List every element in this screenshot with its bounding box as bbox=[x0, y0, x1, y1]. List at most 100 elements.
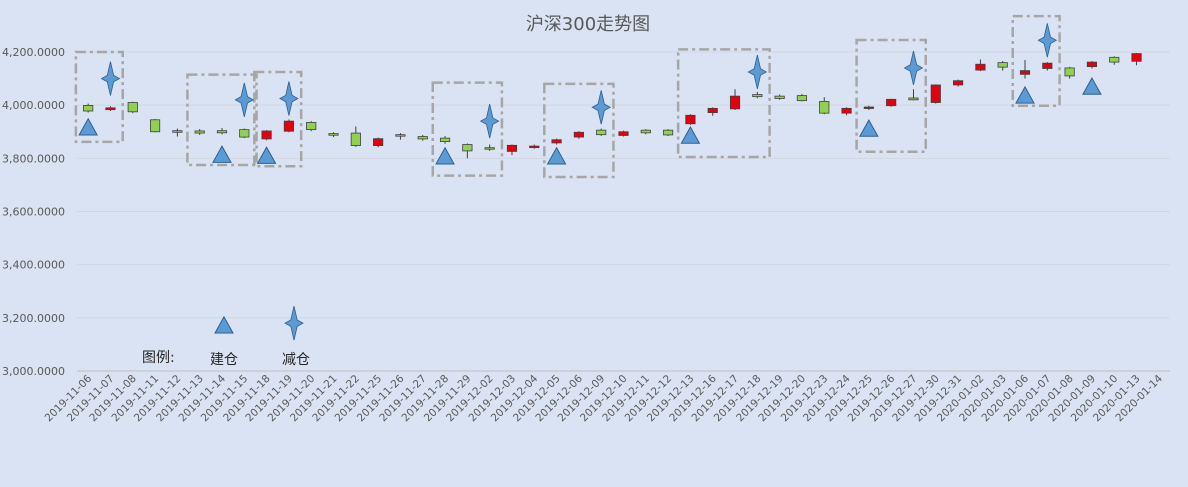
candle-body-up bbox=[573, 131, 584, 138]
candles bbox=[83, 53, 1142, 159]
buy-marker-triangle-icon bbox=[212, 145, 232, 163]
candle-body-up bbox=[105, 107, 116, 111]
sell-marker-star-icon bbox=[747, 54, 768, 90]
y-tick-label: 4,000.0000 bbox=[2, 99, 65, 112]
candle bbox=[529, 144, 540, 149]
signal-markers bbox=[78, 23, 1102, 165]
candle-body-up bbox=[283, 120, 294, 132]
candle bbox=[328, 132, 339, 138]
candle bbox=[863, 105, 874, 110]
candle-body-up bbox=[1086, 61, 1098, 68]
candle bbox=[373, 137, 384, 148]
candle-body-up bbox=[1042, 62, 1053, 69]
candle bbox=[484, 144, 495, 151]
candle-body-up bbox=[841, 107, 852, 114]
candle-body-down bbox=[216, 130, 228, 134]
legend: 图例: 建仓 减仓 bbox=[142, 306, 310, 368]
legend-buy-label: 建仓 bbox=[210, 352, 238, 368]
buy-marker-triangle-icon bbox=[1082, 77, 1102, 95]
candle bbox=[1109, 56, 1120, 65]
sell-marker-star-icon bbox=[279, 81, 299, 116]
candle bbox=[439, 136, 451, 144]
candle bbox=[395, 133, 406, 140]
candle-body-down bbox=[439, 137, 451, 142]
candle-body-down bbox=[350, 132, 361, 146]
candle bbox=[172, 128, 183, 137]
candle-body-up bbox=[551, 139, 562, 144]
candle-body-down bbox=[1064, 67, 1075, 77]
candle-body-down bbox=[328, 133, 339, 136]
candle-body-up bbox=[729, 95, 741, 110]
candle-body-up bbox=[886, 98, 897, 107]
candle bbox=[462, 143, 473, 159]
candle-body-down bbox=[306, 122, 317, 131]
candle-body-up bbox=[373, 138, 384, 146]
candle bbox=[930, 84, 941, 104]
candle-body-up bbox=[1131, 53, 1142, 62]
y-tick-label: 3,400.0000 bbox=[2, 259, 65, 272]
buy-marker-triangle-icon bbox=[256, 146, 277, 164]
buy-marker-triangle-icon bbox=[1015, 85, 1035, 104]
candle bbox=[1064, 66, 1075, 79]
sell-marker-star-icon bbox=[100, 61, 121, 96]
signal-highlight-box bbox=[431, 81, 504, 177]
candle bbox=[127, 101, 138, 114]
candle bbox=[707, 107, 718, 116]
candle bbox=[350, 126, 361, 147]
candle bbox=[1086, 61, 1098, 69]
candle-body-down bbox=[127, 102, 138, 113]
candle-body-down bbox=[908, 97, 919, 101]
candle bbox=[953, 79, 964, 87]
candle-body-up bbox=[930, 84, 941, 103]
candle-body-up bbox=[529, 145, 540, 149]
candle-body-down bbox=[596, 129, 607, 136]
candle-body-down bbox=[997, 62, 1008, 68]
candle bbox=[886, 98, 897, 107]
sell-marker-star-icon bbox=[1037, 23, 1058, 58]
candle-body-down bbox=[239, 129, 250, 138]
candle-body-down bbox=[796, 95, 808, 102]
signal-highlight-box bbox=[1011, 14, 1061, 107]
candle bbox=[975, 59, 986, 72]
candle bbox=[239, 128, 250, 139]
candle-body-down bbox=[417, 136, 428, 140]
candle bbox=[194, 129, 205, 135]
candle bbox=[1042, 62, 1053, 71]
candle-body-up bbox=[618, 131, 629, 136]
buy-marker-triangle-icon bbox=[78, 117, 99, 136]
candle bbox=[261, 130, 272, 141]
candle bbox=[306, 121, 317, 132]
y-tick-label: 3,800.0000 bbox=[2, 152, 65, 165]
candle-body-down bbox=[663, 129, 674, 136]
signal-highlight-box bbox=[253, 70, 303, 168]
candle-body-down bbox=[484, 147, 495, 150]
candle bbox=[774, 94, 785, 100]
candle bbox=[997, 61, 1008, 71]
candle-body-up bbox=[975, 63, 986, 71]
signal-highlight-box bbox=[676, 48, 771, 159]
sell-marker-star-icon bbox=[479, 104, 500, 139]
candle-body-up bbox=[1019, 70, 1031, 75]
grid-layer bbox=[77, 51, 1170, 372]
candle-body-down bbox=[752, 94, 763, 98]
candle bbox=[83, 103, 94, 113]
signal-highlight-box bbox=[74, 50, 124, 144]
candle bbox=[685, 114, 696, 125]
candle bbox=[1131, 53, 1142, 66]
signal-highlight-box bbox=[543, 82, 615, 179]
candle bbox=[729, 89, 741, 110]
candle bbox=[573, 131, 584, 139]
y-axis-ticks: 3,000.0000 3,200.0000 3,400.0000 3,600.0000… bbox=[2, 46, 65, 378]
candle bbox=[1019, 59, 1031, 79]
candle bbox=[796, 94, 808, 102]
candle-body-down bbox=[149, 119, 161, 133]
candle-body-up bbox=[685, 114, 696, 125]
candle bbox=[105, 106, 116, 112]
candle-body-up bbox=[953, 80, 964, 86]
candle-body-down bbox=[172, 130, 183, 133]
candle bbox=[752, 91, 763, 99]
sell-marker-star-icon bbox=[591, 90, 612, 125]
y-tick-label: 3,600.0000 bbox=[2, 206, 65, 219]
